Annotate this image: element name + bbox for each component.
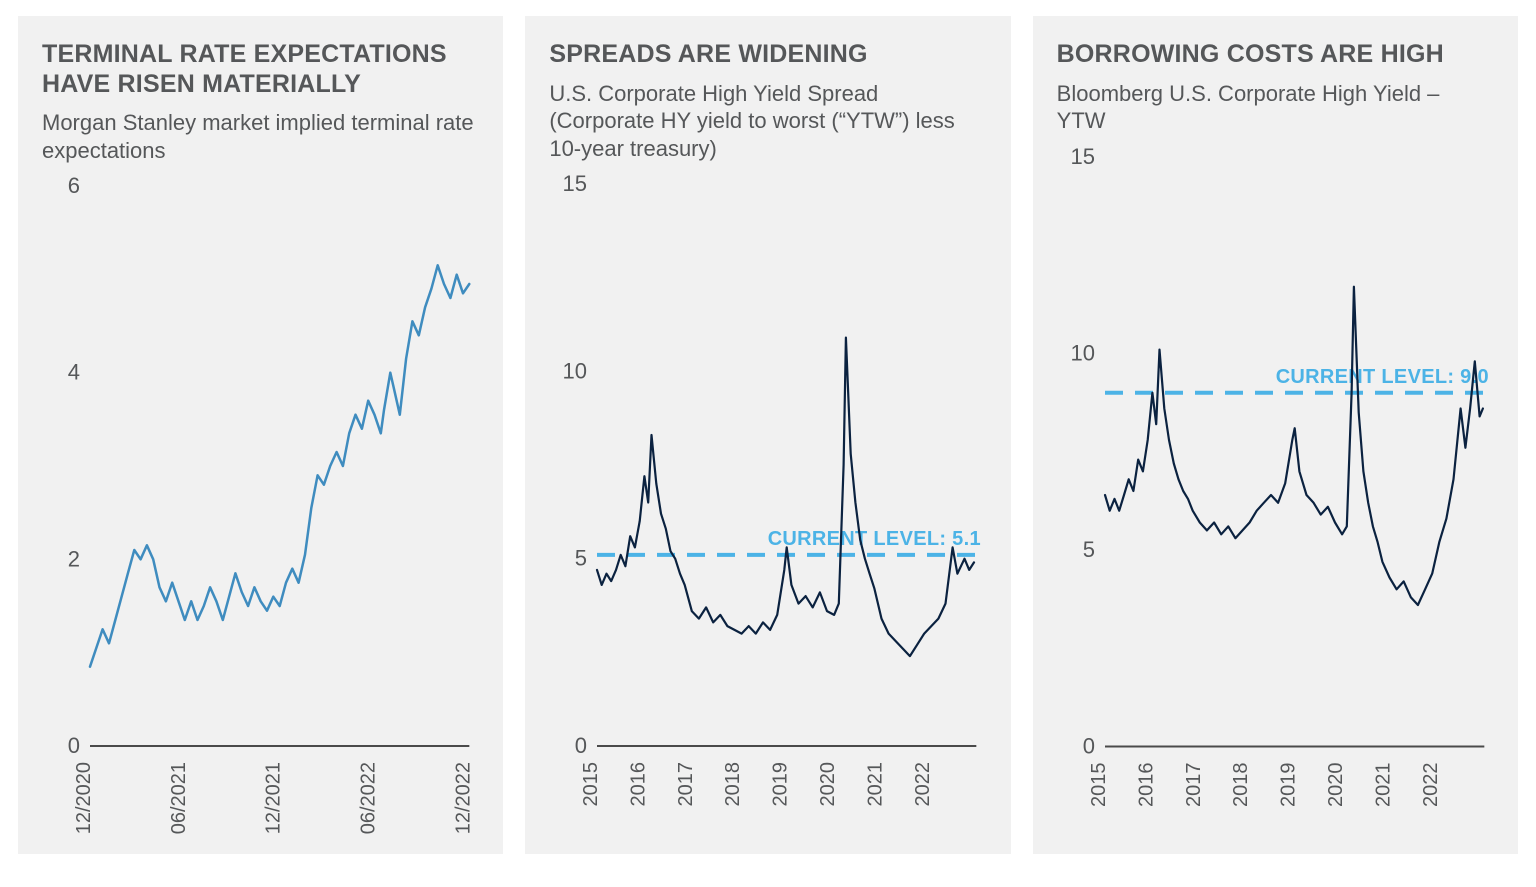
svg-text:12/2022: 12/2022: [452, 762, 474, 834]
panel-borrowing-costs: BORROWING COSTS ARE HIGH Bloomberg U.S. …: [1033, 16, 1518, 854]
panels-row: TERMINAL RATE EXPECTATIONS HAVE RISEN MA…: [0, 0, 1536, 870]
svg-text:06/2021: 06/2021: [168, 762, 190, 834]
chart-svg: 0 5 10 15 CURRENT LEVEL: 9.0 2015 2016 2017 2018…: [1057, 143, 1494, 837]
svg-text:2017: 2017: [1182, 762, 1204, 807]
svg-text:2022: 2022: [912, 762, 934, 807]
svg-text:2019: 2019: [770, 762, 792, 807]
svg-text:12/2020: 12/2020: [73, 762, 95, 834]
svg-text:2021: 2021: [865, 762, 887, 807]
panel-title: SPREADS ARE WIDENING: [549, 40, 986, 70]
svg-text:2016: 2016: [1135, 762, 1157, 807]
svg-text:2022: 2022: [1420, 762, 1442, 807]
chart-spreads: 0 5 10 15 CURRENT LEVEL: 5.1 2015 2016 2017 2018…: [549, 170, 986, 836]
svg-text:5: 5: [1082, 537, 1094, 562]
svg-text:2020: 2020: [1325, 762, 1347, 807]
svg-text:15: 15: [563, 171, 587, 196]
svg-text:2019: 2019: [1277, 762, 1299, 807]
svg-text:06/2022: 06/2022: [357, 762, 379, 834]
svg-text:4: 4: [68, 360, 80, 385]
chart-svg: 0 5 10 15 CURRENT LEVEL: 5.1 2015 2016 2017 2018…: [549, 170, 986, 836]
svg-text:10: 10: [1070, 340, 1094, 365]
svg-text:2017: 2017: [675, 762, 697, 807]
svg-text:0: 0: [68, 733, 80, 758]
chart-borrowing-costs: 0 5 10 15 CURRENT LEVEL: 9.0 2015 2016 2017 2018…: [1057, 143, 1494, 837]
panel-terminal-rate: TERMINAL RATE EXPECTATIONS HAVE RISEN MA…: [18, 16, 503, 854]
svg-text:5: 5: [575, 546, 587, 571]
panel-title: BORROWING COSTS ARE HIGH: [1057, 40, 1494, 70]
svg-text:12/2021: 12/2021: [263, 762, 285, 834]
svg-text:2015: 2015: [580, 762, 602, 807]
svg-text:0: 0: [575, 733, 587, 758]
svg-text:15: 15: [1070, 144, 1094, 169]
svg-text:0: 0: [1082, 733, 1094, 758]
svg-text:2021: 2021: [1372, 762, 1394, 807]
svg-text:6: 6: [68, 173, 80, 198]
panel-subtitle: U.S. Corporate High Yield Spread (Corpor…: [549, 80, 986, 163]
svg-text:CURRENT LEVEL: 5.1: CURRENT LEVEL: 5.1: [768, 528, 981, 550]
panel-spreads: SPREADS ARE WIDENING U.S. Corporate High…: [525, 16, 1010, 854]
svg-text:2020: 2020: [817, 762, 839, 807]
panel-subtitle: Morgan Stanley market implied terminal r…: [42, 109, 479, 164]
panel-subtitle: Bloomberg U.S. Corporate High Yield – YT…: [1057, 80, 1494, 135]
svg-text:CURRENT LEVEL: 9.0: CURRENT LEVEL: 9.0: [1275, 365, 1488, 387]
svg-text:2015: 2015: [1088, 762, 1110, 807]
svg-text:2016: 2016: [628, 762, 650, 807]
svg-text:2018: 2018: [1230, 762, 1252, 807]
svg-text:10: 10: [563, 358, 587, 383]
svg-text:2: 2: [68, 546, 80, 571]
svg-text:2018: 2018: [723, 762, 745, 807]
chart-terminal-rate: 0 2 4 6 12/2020 06/2021 12/2021 06/2022 12/2022: [42, 172, 479, 836]
chart-svg: 0 2 4 6 12/2020 06/2021 12/2021 06/2022 12/2022: [42, 172, 479, 836]
panel-title: TERMINAL RATE EXPECTATIONS HAVE RISEN MA…: [42, 40, 479, 99]
